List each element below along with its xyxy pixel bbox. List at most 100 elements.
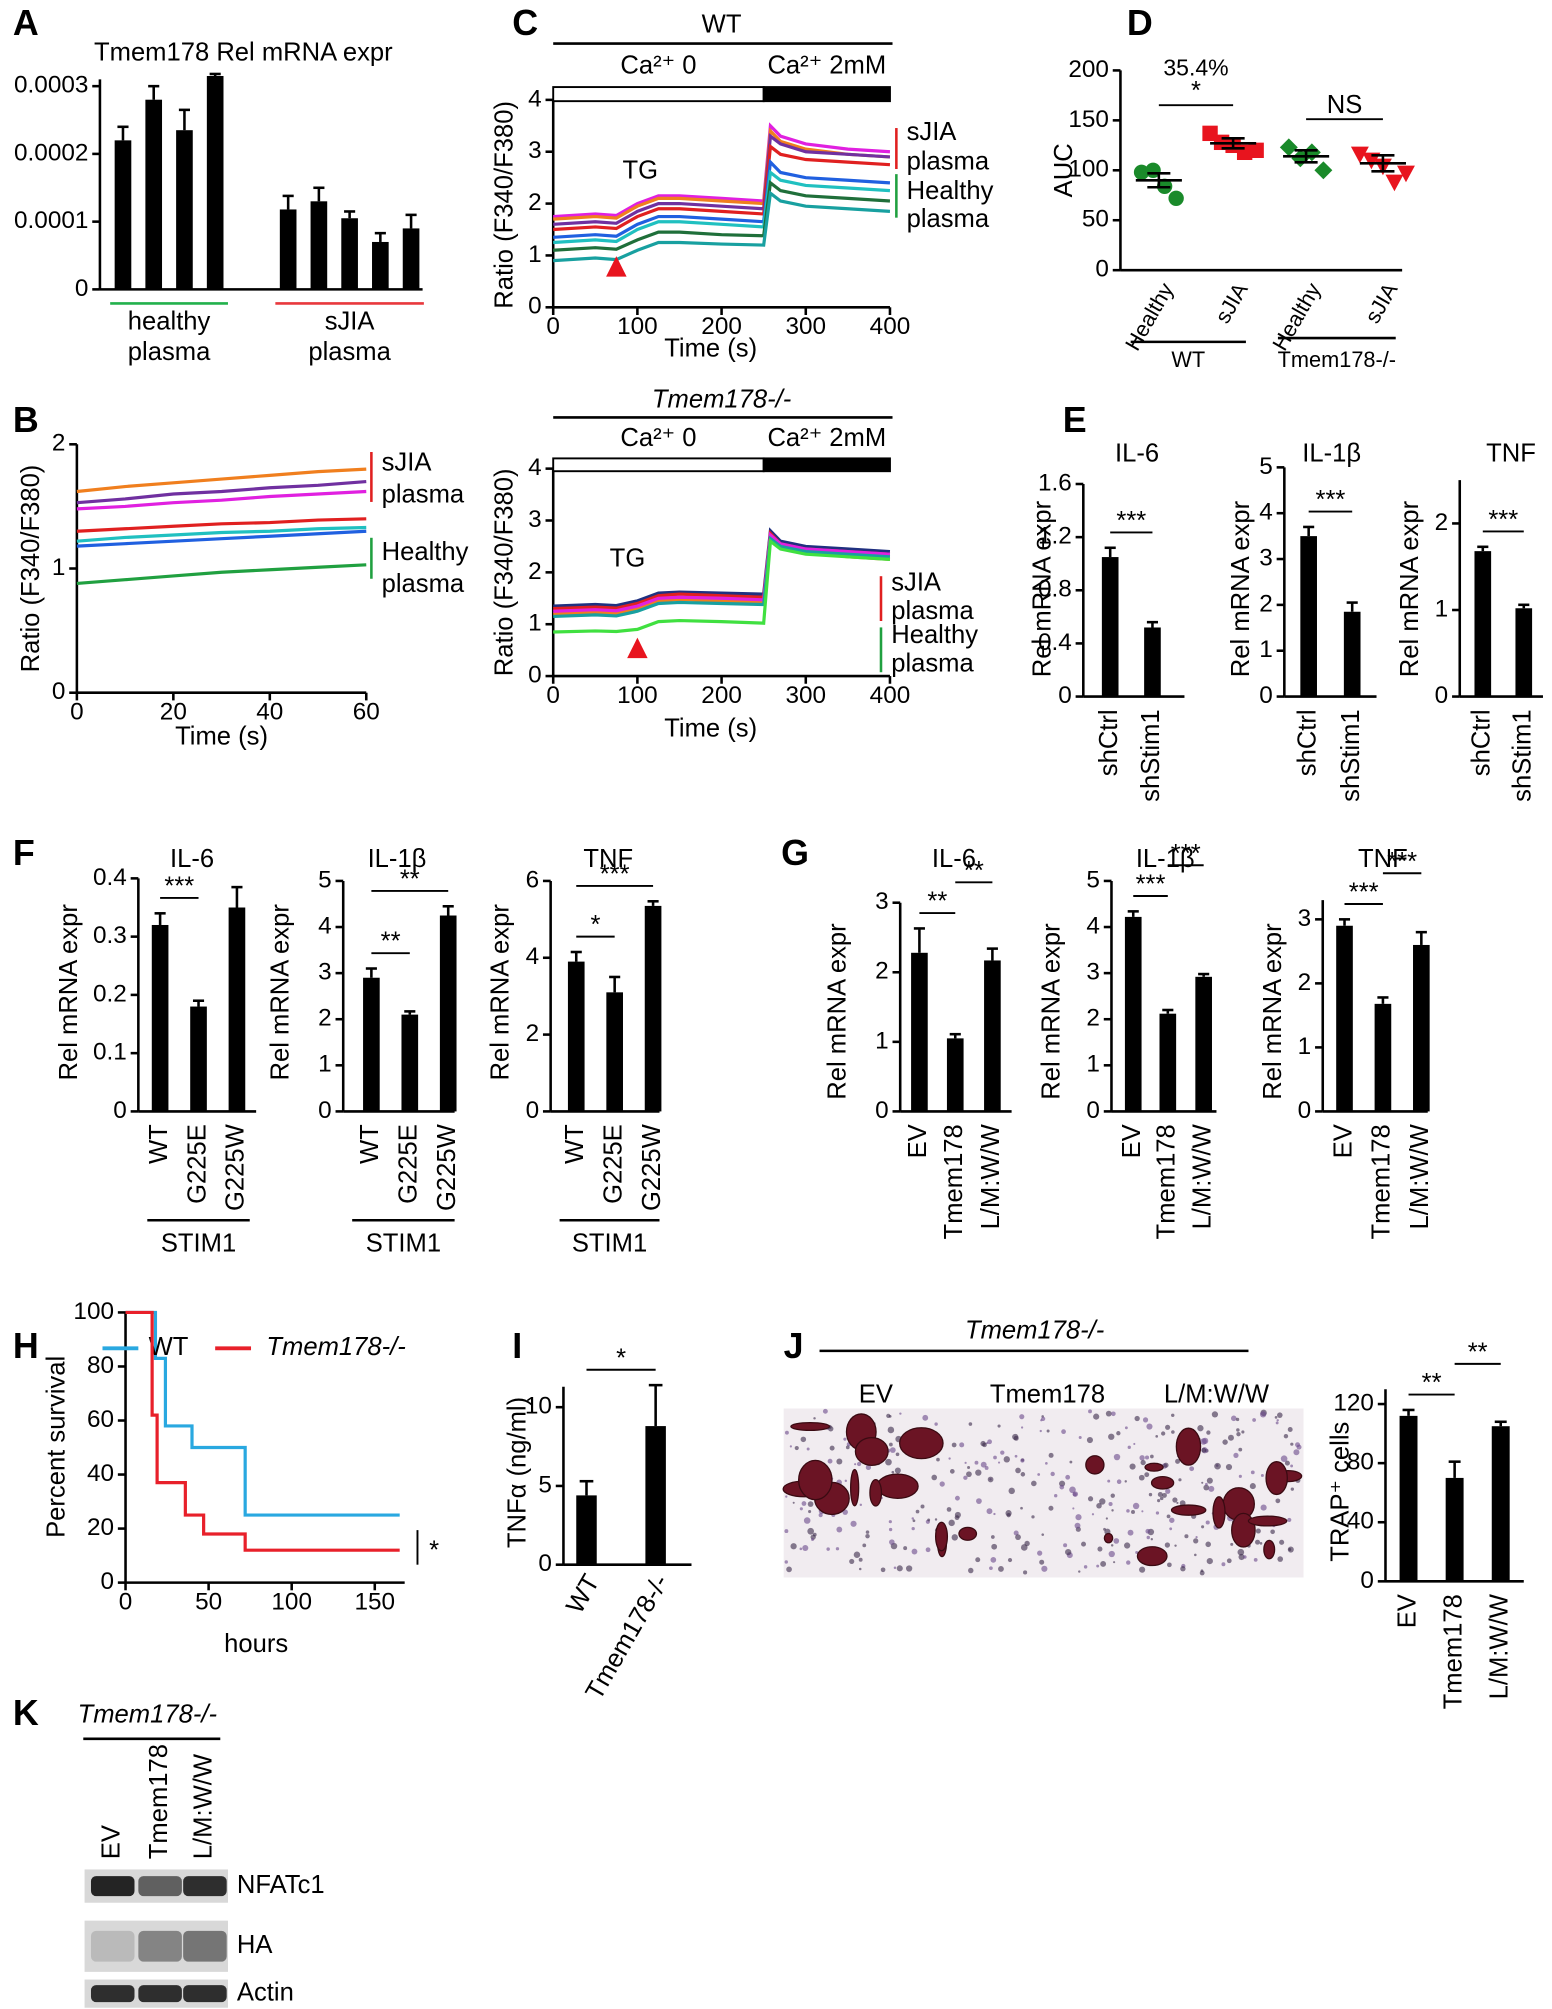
significance-label: ** [1422,1369,1442,1397]
significance-label: ** [400,865,420,893]
cell-speck [794,1445,799,1451]
cell-speck [1189,1466,1195,1472]
bar [576,1495,597,1565]
x-axis-label: Time (s) [175,722,268,750]
cell-speck [1253,1558,1258,1562]
cell-speck [993,1512,996,1516]
y-tick-label: 5 [538,1471,552,1498]
cell-speck [785,1495,788,1498]
y-tick-label: 2 [1259,590,1273,617]
annotation: sJIA [382,448,433,476]
cell-speck [1063,1543,1068,1548]
y-tick-label: 2 [875,958,889,985]
cell-speck [1214,1462,1221,1470]
cell-speck [1157,1491,1163,1497]
y-tick-label: 0 [318,1097,332,1124]
osteoclast [1175,1427,1202,1466]
annotation: sJIA [891,569,942,597]
band-label: HA [237,1931,273,1959]
cell-speck [959,1442,965,1448]
cell-speck [915,1509,920,1514]
cell-speck [1155,1435,1159,1438]
category-label: L/M:W/W [1188,1123,1216,1229]
cell-speck [911,1526,915,1531]
osteoclast [958,1526,978,1541]
cell-speck [1046,1429,1050,1433]
panel-label: B [13,400,39,440]
cell-speck [1111,1509,1114,1512]
cell-speck [865,1530,870,1534]
bar [567,961,585,1112]
legend-label: WT [149,1333,189,1361]
stimulus-label: TG [610,544,646,572]
cell-speck [1020,1458,1025,1463]
cell-speck [829,1445,835,1451]
significance-label: *** [1349,879,1379,907]
cell-speck [1054,1494,1058,1498]
cell-speck [784,1430,789,1435]
significance-label: *** [164,872,194,900]
cell-speck [1164,1542,1171,1548]
cell-speck [1133,1442,1136,1446]
y-tick-label: 0.4 [93,864,127,891]
lane-label: Tmem178 [990,1380,1105,1408]
cell-speck [1238,1474,1242,1478]
cell-speck [1200,1438,1207,1445]
cell-speck [1108,1433,1115,1440]
cell-speck [1081,1541,1086,1547]
category-label: sJIA [1360,278,1403,328]
y-tick-label: 50 [1082,206,1109,233]
panel-label: J [784,1326,804,1366]
y-tick-label: 80 [87,1352,114,1379]
point [1133,164,1150,180]
category-label: EV [904,1124,932,1158]
y-axis-label: Ratio (F340/F380) [491,469,519,677]
x-tick-label: 400 [870,682,911,709]
cell-speck [858,1557,863,1562]
cell-speck [1259,1542,1263,1545]
cell-speck [818,1513,823,1518]
y-tick-label: 5 [1086,866,1100,893]
cell-speck [936,1457,940,1462]
category-label: EV [1118,1124,1146,1158]
x-tick-label: 0 [546,682,560,709]
cell-speck [1131,1509,1135,1514]
cell-speck [997,1424,1001,1428]
y-tick-label: 0 [1058,682,1072,709]
cell-speck [856,1461,862,1467]
cell-speck [976,1498,982,1504]
cell-speck [1178,1478,1182,1482]
significance-label: ** [381,928,401,956]
point [1362,152,1381,170]
cell-speck [1072,1507,1075,1510]
cell-speck [1127,1529,1134,1536]
cell-speck [1230,1415,1237,1422]
cell-speck [1096,1503,1102,1509]
cell-speck [1116,1479,1122,1484]
cell-speck [844,1479,848,1483]
bar [1413,944,1430,1112]
trace [553,179,891,252]
cell-speck [1020,1426,1024,1429]
cell-speck [990,1557,997,1563]
chart-title: IL-1β [1302,439,1361,467]
trace [553,158,891,239]
osteoclast [876,1473,919,1499]
category-label: Tmem178 [1153,1124,1181,1239]
significance-label: NS [1327,91,1363,119]
cell-speck [1014,1454,1018,1458]
annotation: plasma [382,570,465,598]
bar [310,201,328,290]
significance-label: *** [1387,848,1417,876]
x-tick-label: 40 [256,699,283,726]
trace [553,133,891,226]
cell-speck [865,1533,870,1539]
cell-speck [845,1445,850,1450]
cell-speck [1150,1538,1153,1541]
cell-speck [1163,1462,1169,1468]
y-tick-label: 2 [528,558,542,585]
y-tick-label: 0 [75,275,89,302]
bar [279,209,297,290]
cell-speck [1201,1447,1207,1453]
cell-speck [1110,1544,1114,1547]
